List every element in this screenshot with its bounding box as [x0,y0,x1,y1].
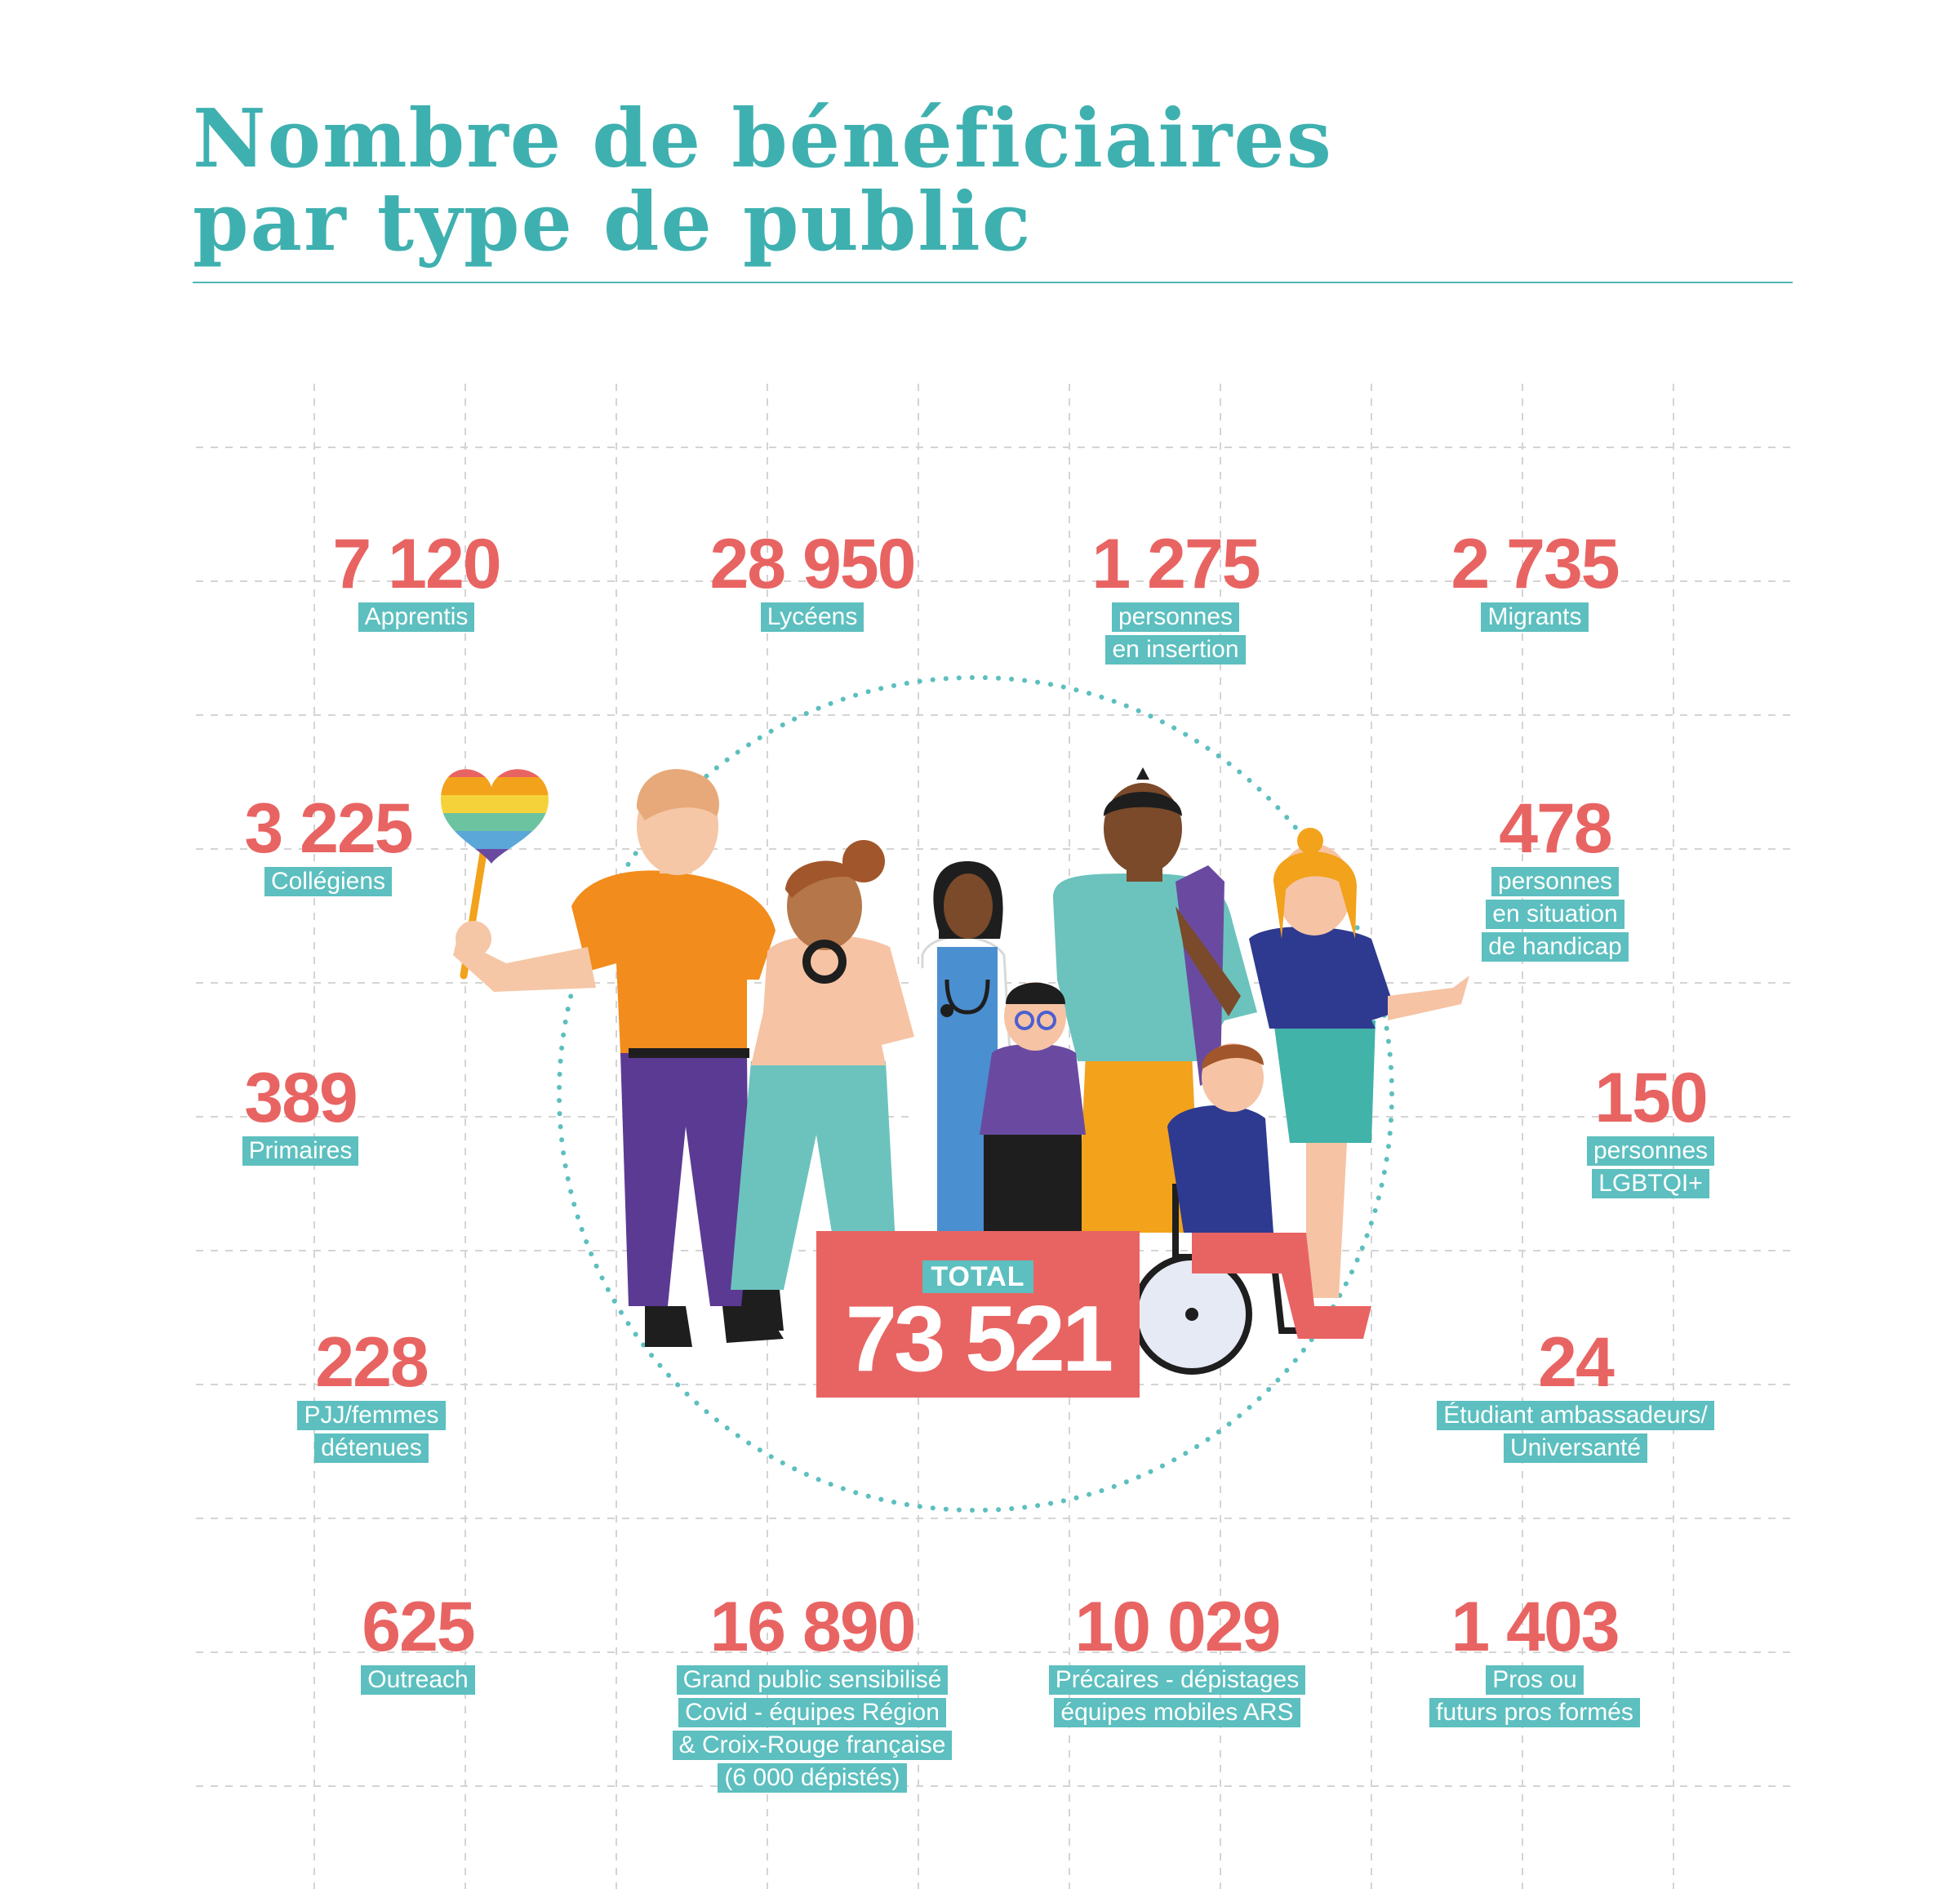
stat-label: détenues [314,1433,429,1463]
stat-outreach: 625 Outreach [206,1592,630,1698]
stat-value: 1 403 [1451,1588,1620,1666]
title-line-1: Nombre de bénéficiaires [193,92,1333,186]
stat-value: 389 [244,1059,358,1137]
stat-collegiens: 3 225 Collégiens [116,793,540,900]
stat-label: LGBTQI+ [1592,1169,1709,1198]
stat-value: 228 [315,1323,429,1402]
stat-apprentis: 7 120 Apprentis [204,529,629,635]
stat-handicap: 478 personnes en situation de handicap [1343,793,1767,965]
stat-label: personnes [1491,867,1620,896]
stat-value: 10 029 [1074,1588,1281,1666]
child-with-glasses [980,982,1086,1233]
stat-lyceens: 28 950 Lycéens [600,529,1024,635]
stat-label: Pros ou [1486,1665,1584,1695]
stat-primaires: 389 Primaires [88,1063,513,1169]
stat-label: Migrants [1481,602,1589,632]
stat-value: 16 890 [709,1588,916,1666]
stat-label: Covid - équipes Région [678,1698,946,1727]
stat-value: 7 120 [332,525,501,603]
stat-label: Apprentis [358,602,475,632]
stat-migrants: 2 735 Migrants [1322,529,1747,635]
stat-value: 2 735 [1451,525,1620,603]
stat-label: personnes [1586,1136,1715,1166]
stat-label: Grand public sensibilisé [676,1665,949,1695]
stat-label: PJJ/femmes [297,1401,446,1430]
stat-label: personnes [1111,602,1240,632]
total-box: TOTAL 73 521 [816,1231,1140,1398]
stat-value: 150 [1594,1059,1709,1137]
stat-label: Étudiant ambassadeurs/ [1437,1401,1714,1430]
stat-value: 3 225 [244,789,413,868]
stat-grand-public: 16 890 Grand public sensibilisé Covid - … [600,1592,1024,1796]
stat-insertion: 1 275 personnes en insertion [963,529,1388,668]
stat-label: Lycéens [760,602,864,632]
stat-value: 24 [1538,1323,1615,1402]
stat-label: équipes mobiles ARS [1054,1698,1300,1727]
person-orange-shirt [453,769,784,1347]
stat-value: 625 [362,1588,476,1666]
stat-label: en insertion [1105,635,1246,664]
stat-label: de handicap [1482,932,1629,962]
page-title: Nombre de bénéficiaires par type de publ… [193,98,1333,264]
stat-value: 478 [1499,789,1613,868]
stat-label: & Croix-Rouge française [672,1731,953,1760]
stat-label: (6 000 dépistés) [718,1763,907,1793]
total-label: TOTAL [922,1260,1033,1293]
rainbow-heart-icon [441,769,549,980]
stat-lgbtqi: 150 personnes LGBTQI+ [1438,1063,1863,1202]
stat-value: 1 275 [1091,525,1260,603]
stat-pjj: 228 PJJ/femmes détenues [159,1327,584,1466]
stat-pros: 1 403 Pros ou futurs pros formés [1322,1592,1747,1731]
stat-value: 28 950 [709,525,916,603]
stat-precaires: 10 029 Précaires - dépistages équipes mo… [965,1592,1389,1731]
title-divider [193,282,1793,283]
stat-label: Outreach [361,1665,475,1695]
person-blue-top [1249,828,1469,1298]
stat-label: Primaires [242,1136,359,1166]
stat-label: Universanté [1503,1433,1648,1463]
stat-label: en situation [1486,900,1624,929]
dotted-circle [557,675,1394,1513]
stat-label: futurs pros formés [1429,1698,1640,1727]
title-line-2: par type de public [193,176,1033,269]
total-value: 73 521 [845,1287,1114,1391]
wheelchair-user [1131,1043,1371,1375]
stat-label: Collégiens [264,867,393,896]
stat-etudiants: 24 Étudiant ambassadeurs/ Universanté [1363,1327,1788,1466]
stat-label: Précaires - dépistages [1048,1665,1306,1695]
person-teal-shirt [1053,767,1257,1233]
